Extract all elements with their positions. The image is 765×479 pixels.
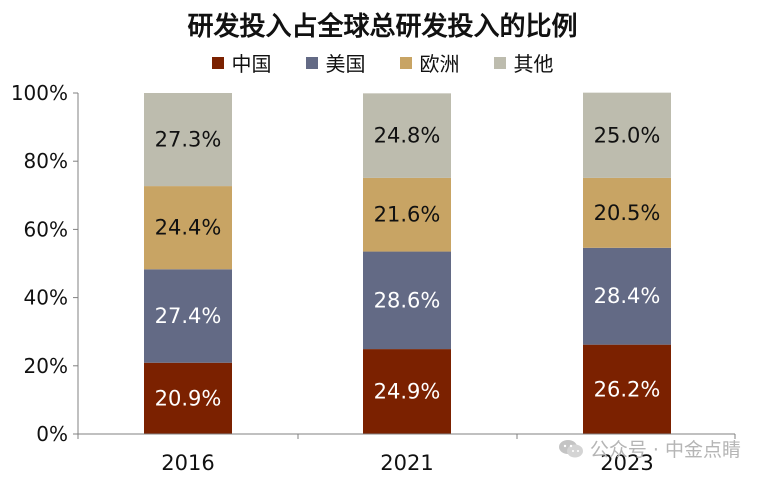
data-label: 20.9%	[155, 386, 222, 410]
bar-segment	[583, 177, 671, 248]
legend-label-usa: 美国	[325, 52, 366, 76]
legend-swatch-other	[493, 56, 506, 69]
legend-item-other: 其他	[493, 48, 554, 77]
x-tick-label: 2021	[380, 451, 433, 475]
bar-segment	[144, 269, 232, 363]
y-tick-label: 0%	[36, 422, 68, 446]
legend-label-other: 其他	[513, 52, 554, 76]
watermark-text: 公众号 · 中金点睛	[589, 439, 741, 461]
bar-segment	[363, 251, 451, 350]
data-label: 24.8%	[374, 124, 441, 148]
data-label: 28.4%	[594, 284, 661, 308]
legend-label-china: 中国	[231, 52, 272, 76]
legend-item-usa: 美国	[305, 48, 366, 77]
data-label: 25.0%	[594, 123, 661, 147]
y-tick-label: 20%	[24, 354, 68, 378]
y-tick-label: 40%	[24, 286, 68, 310]
bar-segment	[363, 177, 451, 252]
data-label: 20.5%	[594, 201, 661, 225]
x-tick-label: 2023	[600, 451, 653, 475]
bar-segment	[144, 362, 232, 434]
chart-title: 研发投入占全球总研发投入的比例	[187, 12, 578, 42]
data-label: 28.6%	[374, 288, 441, 312]
data-label: 26.2%	[594, 377, 661, 401]
bar-segment	[583, 247, 671, 345]
legend-swatch-china	[211, 56, 224, 69]
bar-segment	[144, 186, 232, 270]
legend-swatch-europe	[399, 56, 412, 69]
data-label: 27.3%	[155, 128, 222, 152]
bar-segment	[144, 93, 232, 187]
y-tick-label: 60%	[24, 217, 68, 241]
data-label: 24.4%	[155, 216, 222, 240]
bar-segment	[583, 92, 671, 178]
bar-segment	[363, 93, 451, 178]
legend: 中国 美国 欧洲 其他	[0, 48, 765, 77]
legend-label-europe: 欧洲	[419, 52, 460, 76]
data-label: 24.9%	[374, 380, 441, 404]
x-tick-label: 2016	[161, 451, 214, 475]
y-tick-label: 100%	[11, 81, 68, 105]
legend-swatch-usa	[305, 56, 318, 69]
legend-item-europe: 欧洲	[399, 48, 460, 77]
wechat-icon	[558, 439, 583, 457]
bar-segment	[583, 344, 671, 434]
y-tick-label: 80%	[24, 149, 68, 173]
watermark: 公众号 · 中金点睛	[558, 435, 741, 462]
data-label: 27.4%	[155, 304, 222, 328]
legend-item-china: 中国	[211, 48, 272, 77]
bar-segment	[363, 349, 451, 434]
data-label: 21.6%	[374, 203, 441, 227]
